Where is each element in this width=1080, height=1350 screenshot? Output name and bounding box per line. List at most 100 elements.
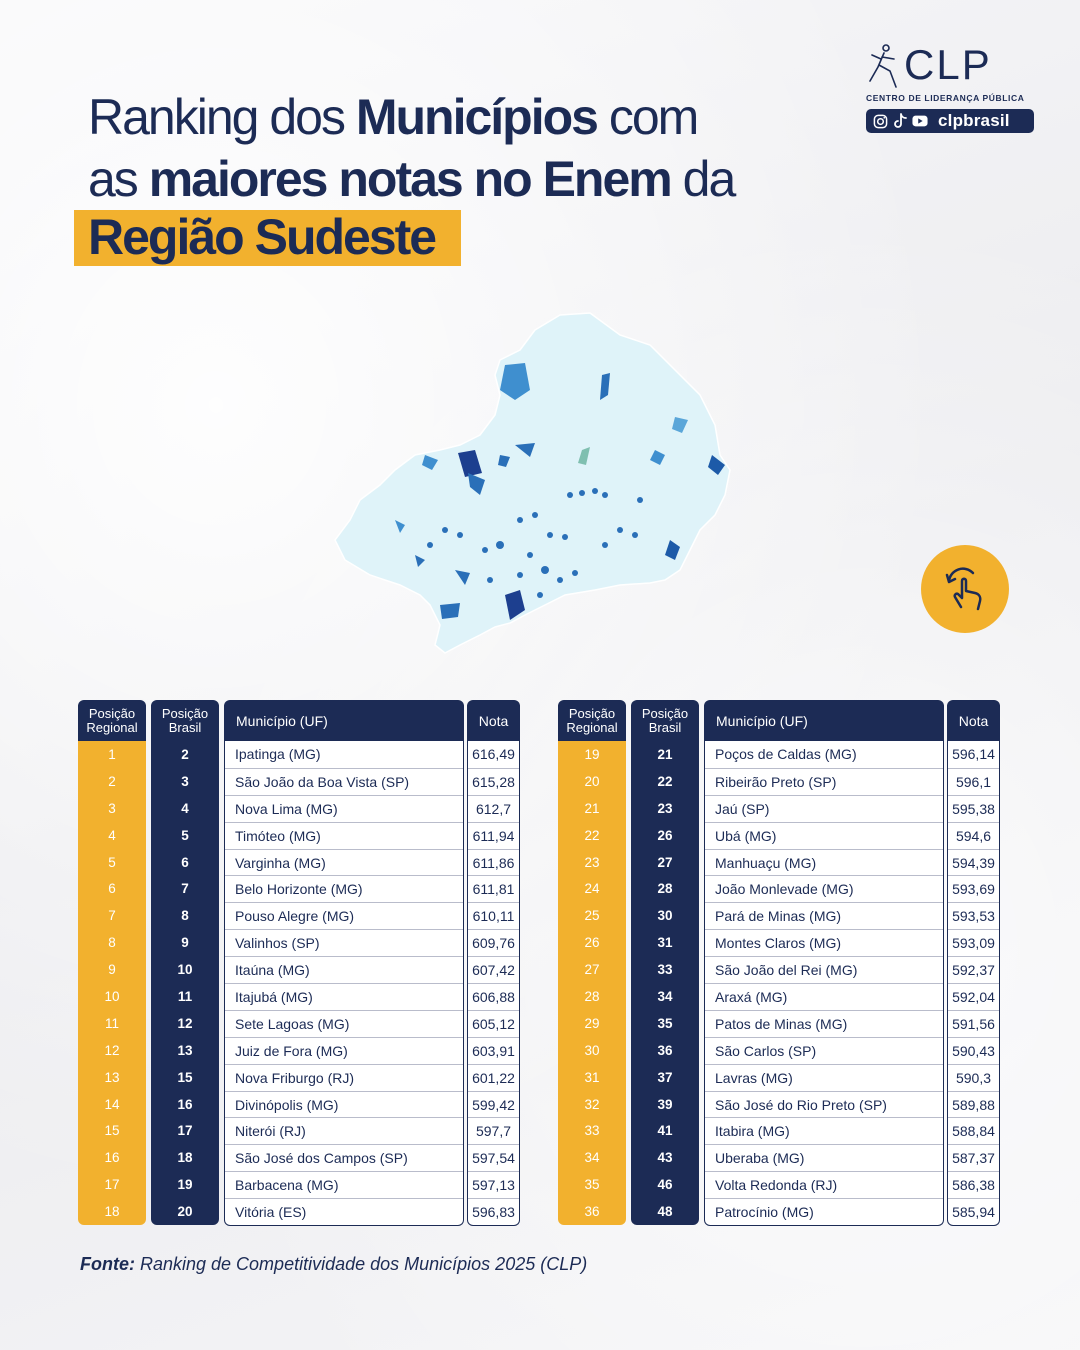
title-highlight-box: Região Sudeste — [74, 210, 461, 266]
posicao-regional-cell: 19 — [584, 746, 600, 762]
nota-cell: 612,7 — [468, 794, 519, 822]
municipio-cell: São José dos Campos (SP) — [225, 1144, 463, 1171]
nota-cell: 585,94 — [948, 1198, 999, 1225]
nota-cell: 610,11 — [468, 902, 519, 929]
municipio-cell: Manhuaçu (MG) — [705, 848, 943, 876]
nota-cell: 611,94 — [468, 821, 519, 849]
posicao-brasil-cell: 20 — [177, 1204, 193, 1220]
posicao-regional-cell: 26 — [584, 935, 600, 951]
municipio-cell: Varginha (MG) — [225, 848, 463, 876]
posicao-brasil-cell: 6 — [181, 854, 189, 870]
nota-cell: 609,76 — [468, 929, 519, 956]
nota-cell: 605,12 — [468, 1009, 519, 1037]
page-title: Ranking dos Municípios com as maiores no… — [88, 86, 737, 210]
nota-cell: 593,09 — [948, 929, 999, 956]
title-line-1: Ranking dos Municípios com — [88, 86, 734, 148]
posicao-brasil-cell: 26 — [657, 827, 673, 843]
posicao-brasil-cell: 17 — [177, 1123, 193, 1139]
posicao-regional-cell: 12 — [104, 1042, 120, 1058]
municipio-cell: Timóteo (MG) — [225, 821, 463, 849]
tiktok-icon[interactable] — [892, 113, 908, 129]
nota-cell: 611,86 — [468, 848, 519, 876]
nota-column-body: 596,14 596,1 595,38 594,6 594,39 593,69 593,53… — [947, 741, 1000, 1227]
municipio-cell: Sete Lagoas (MG) — [225, 1009, 463, 1037]
nota-column-body: 616,49 615,28 612,7 611,94 611,86 611,81 610,1… — [467, 741, 520, 1227]
posicao-brasil-cell: 36 — [657, 1042, 673, 1058]
municipio-cell: João Monlevade (MG) — [705, 875, 943, 902]
header-municipio: Município (UF) — [704, 700, 944, 741]
posicao-regional-cell: 36 — [584, 1204, 600, 1220]
posicao-regional-cell: 27 — [584, 962, 600, 978]
municipio-cell: Ubá (MG) — [705, 821, 943, 849]
posicao-brasil-cell: 4 — [181, 800, 189, 816]
municipio-cell: Nova Lima (MG) — [225, 794, 463, 822]
instagram-icon[interactable] — [872, 113, 888, 129]
logo-wordmark: CLP — [904, 41, 992, 88]
youtube-icon[interactable] — [912, 113, 928, 129]
posicao-regional-cell: 28 — [584, 988, 600, 1004]
municipio-cell: São João da Boa Vista (SP) — [225, 767, 463, 795]
brasil-column-body: 2 3 4 5 6 7 8 9 10 11 12 13 15 16 17 18 19 20 — [151, 741, 219, 1226]
source-label: Fonte: — [80, 1254, 135, 1274]
posicao-regional-cell: 33 — [584, 1123, 600, 1139]
posicao-regional-cell: 6 — [108, 881, 116, 897]
posicao-brasil-cell: 5 — [181, 827, 189, 843]
posicao-brasil-cell: 27 — [657, 854, 673, 870]
posicao-regional-cell: 20 — [584, 773, 600, 789]
posicao-brasil-cell: 7 — [181, 881, 189, 897]
posicao-regional-cell: 30 — [584, 1042, 600, 1058]
social-bar[interactable]: clpbrasil — [866, 109, 1034, 133]
posicao-brasil-cell: 22 — [657, 773, 673, 789]
municipio-cell: Araxá (MG) — [705, 983, 943, 1010]
source-text: Ranking de Competitividade dos Município… — [134, 1254, 588, 1274]
posicao-brasil-cell: 2 — [181, 746, 189, 762]
nota-cell: 596,14 — [952, 746, 995, 763]
nota-cell: 591,56 — [948, 1009, 999, 1037]
regional-column-body: 19 20 21 22 23 24 25 26 27 28 29 30 31 32 33 34 35 36 — [558, 741, 626, 1226]
posicao-brasil-cell: 34 — [657, 988, 673, 1004]
municipio-cell: Itajubá (MG) — [225, 983, 463, 1010]
posicao-regional-cell: 34 — [584, 1150, 600, 1166]
posicao-brasil-cell: 28 — [657, 881, 673, 897]
municipio-cell: Belo Horizonte (MG) — [225, 875, 463, 902]
title-text: da — [670, 151, 737, 207]
posicao-brasil-cell: 12 — [177, 1015, 193, 1031]
title-text: Ranking dos — [88, 89, 356, 145]
posicao-brasil-cell: 9 — [181, 935, 189, 951]
runner-icon — [869, 44, 897, 88]
nota-cell: 589,88 — [948, 1090, 999, 1118]
header-nota: Nota — [947, 700, 1000, 741]
posicao-regional-cell: 10 — [104, 988, 120, 1004]
clp-logo: CLP CENTRO DE LIDERANÇA PÚBLICA clpbrasi… — [866, 40, 1036, 133]
nota-cell: 590,3 — [948, 1063, 999, 1091]
posicao-brasil-cell: 8 — [181, 908, 189, 924]
posicao-brasil-cell: 3 — [181, 773, 189, 789]
posicao-brasil-cell: 13 — [177, 1042, 193, 1058]
posicao-regional-cell: 17 — [104, 1177, 120, 1193]
municipio-cell: Montes Claros (MG) — [705, 929, 943, 956]
municipio-column-body: Poços de Caldas (MG) Ribeirão Preto (SP) J… — [704, 741, 944, 1227]
posicao-regional-cell: 24 — [584, 881, 600, 897]
social-handle[interactable]: clpbrasil — [938, 111, 1010, 130]
header-posicao-brasil: Posição Brasil — [631, 700, 699, 741]
nota-cell: 592,04 — [948, 983, 999, 1010]
nota-cell: 597,54 — [468, 1144, 519, 1171]
posicao-brasil-cell: 10 — [177, 962, 193, 978]
posicao-brasil-cell: 23 — [657, 800, 673, 816]
posicao-regional-cell: 9 — [108, 962, 116, 978]
municipio-cell: Nova Friburgo (RJ) — [225, 1063, 463, 1091]
column-posicao-regional: Posição Regional 1 2 3 4 5 6 7 8 9 10 11 12 13 14 15 16… — [78, 700, 146, 1226]
regional-column-body: 1 2 3 4 5 6 7 8 9 10 11 12 13 14 15 16 17 18 — [78, 741, 146, 1226]
swipe-badge[interactable] — [921, 545, 1009, 633]
posicao-regional-cell: 8 — [108, 935, 116, 951]
brasil-column-body: 21 22 23 26 27 28 30 31 33 34 35 36 37 39 41 43 46 48 — [631, 741, 699, 1226]
nota-cell: 594,39 — [948, 848, 999, 876]
nota-cell: 593,69 — [948, 875, 999, 902]
nota-cell: 597,7 — [468, 1117, 519, 1144]
posicao-regional-cell: 1 — [108, 746, 116, 762]
posicao-regional-cell: 35 — [584, 1177, 600, 1193]
municipio-cell: Divinópolis (MG) — [225, 1090, 463, 1118]
municipio-cell: Niterói (RJ) — [225, 1117, 463, 1144]
municipio-cell: São José do Rio Preto (SP) — [705, 1090, 943, 1118]
nota-cell: 601,22 — [468, 1063, 519, 1091]
